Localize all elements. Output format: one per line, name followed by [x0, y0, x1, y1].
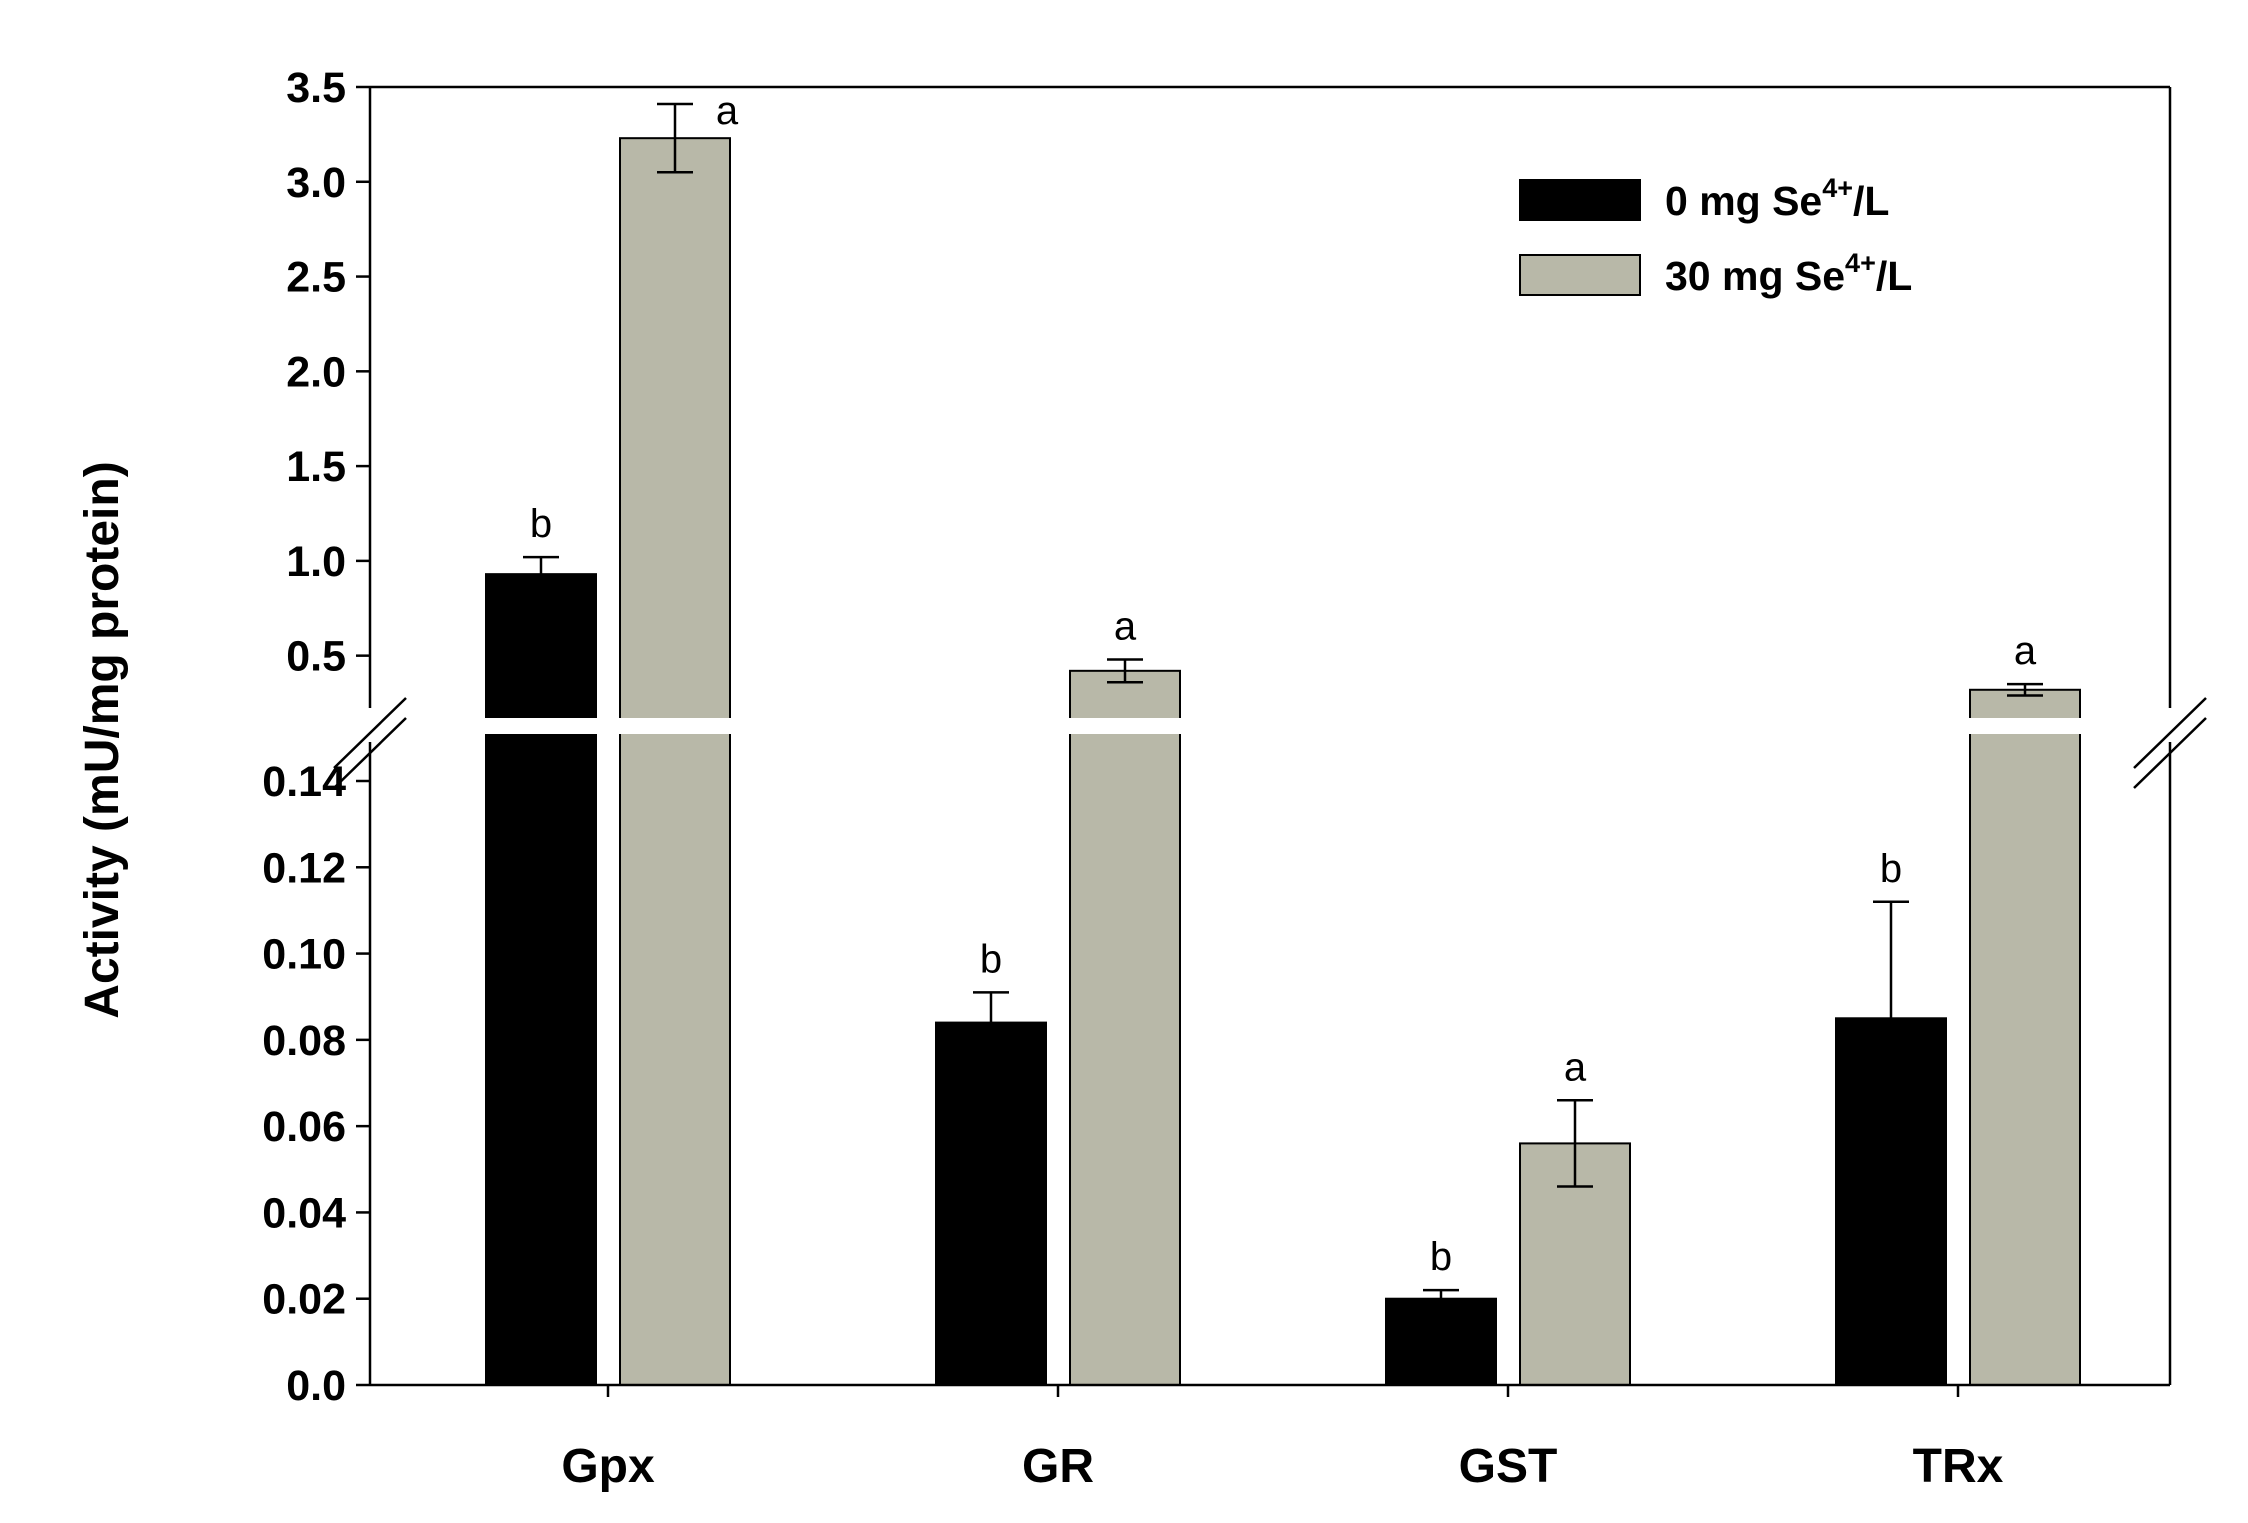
bar-trx-series-1	[1835, 1017, 1947, 1386]
error-bar-gst-series-2	[1557, 1099, 1593, 1188]
x-tick-label-gst: GST	[1459, 1440, 1558, 1493]
legend-swatch	[1519, 254, 1641, 296]
y-tick-label: 0.06	[262, 1103, 346, 1151]
significance-letter-trx-series-2: a	[2014, 629, 2037, 673]
legend-entry-series-2: 30 mg Se4+/L	[1519, 248, 1912, 299]
x-tick-label-gr: GR	[1022, 1440, 1094, 1493]
x-axis-ticks: Gpx GR GST TRx	[561, 1385, 2004, 1493]
y-tick-label: 0.02	[262, 1276, 346, 1324]
y-tick-label: 0.12	[262, 844, 346, 892]
y-tick-label: 0.10	[262, 931, 346, 979]
plot-frame	[333, 85, 2207, 1387]
y-tick-label: 2.0	[286, 348, 346, 396]
break-slash	[333, 697, 407, 769]
axis-break-gap	[372, 718, 2168, 734]
significance-letter-trx-series-1: b	[1880, 847, 1902, 891]
significance-letter-gr-series-2: a	[1114, 604, 1137, 648]
error-bar-gpx-series-2	[657, 102, 693, 174]
legend-swatch	[1519, 179, 1641, 221]
x-tick-label-trx: TRx	[1913, 1440, 2004, 1493]
bars-layer	[485, 137, 2081, 1387]
significance-letter-gst-series-2: a	[1564, 1045, 1587, 1089]
y-tick-label: 3.0	[286, 159, 346, 207]
y-tick-label: 3.5	[286, 64, 346, 112]
error-bar-trx-series-2	[2007, 682, 2043, 697]
error-bar-trx-series-1	[1873, 900, 1909, 1019]
y-tick-label: 0.04	[262, 1189, 346, 1237]
y-axis-ticks: 0.0 0.02 0.04 0.06 0.08 0.10 0.12 0.14 0.5 1.0 1.5…	[262, 64, 370, 1410]
legend-label: 0 mg Se4+/L	[1665, 173, 1889, 224]
axis-break-mark-right	[2133, 697, 2207, 789]
error-bar-gr-series-1	[973, 991, 1009, 1023]
significance-letter-gpx-series-2: a	[716, 89, 739, 133]
y-tick-label: 1.0	[286, 538, 346, 586]
bar-gr-series-1	[935, 1021, 1047, 1386]
break-slash	[333, 717, 407, 789]
legend-entry-series-1: 0 mg Se4+/L	[1519, 173, 1889, 224]
error-bar-gr-series-2	[1107, 658, 1143, 684]
bar-gpx-series-1	[485, 573, 597, 1386]
legend: 0 mg Se4+/L 30 mg Se4+/L	[1519, 173, 1912, 299]
bar-trx-series-2	[1969, 688, 2081, 1386]
y-tick-label: 0.08	[262, 1017, 346, 1065]
significance-letter-gst-series-1: b	[1430, 1235, 1452, 1279]
y-axis-title: Activity (mU/mg protein)	[76, 461, 129, 1018]
y-tick-label: 2.5	[286, 254, 346, 302]
legend-label: 30 mg Se4+/L	[1665, 248, 1912, 299]
bar-gst-series-1	[1385, 1297, 1497, 1386]
y-tick-label: 0.14	[262, 758, 346, 806]
axis-break-mark-left	[333, 697, 407, 789]
bar-gpx-series-2	[619, 137, 731, 1387]
y-tick-label: 0.5	[286, 633, 346, 681]
y-tick-label: 0.0	[286, 1362, 346, 1410]
break-slash	[2133, 717, 2207, 789]
error-bar-gst-series-1	[1423, 1288, 1459, 1299]
error-bars-layer	[523, 102, 2043, 1299]
significance-letter-gpx-series-1: b	[530, 502, 552, 546]
significance-letter-gr-series-1: b	[980, 937, 1002, 981]
y-tick-label: 1.5	[286, 443, 346, 491]
break-slash	[2133, 697, 2207, 769]
break-band	[372, 718, 2168, 734]
error-bar-gpx-series-1	[523, 555, 559, 575]
bar-gr-series-2	[1069, 669, 1181, 1386]
x-tick-label-gpx: Gpx	[561, 1440, 655, 1493]
significance-letters: b b b b a a a a	[530, 89, 2037, 1279]
